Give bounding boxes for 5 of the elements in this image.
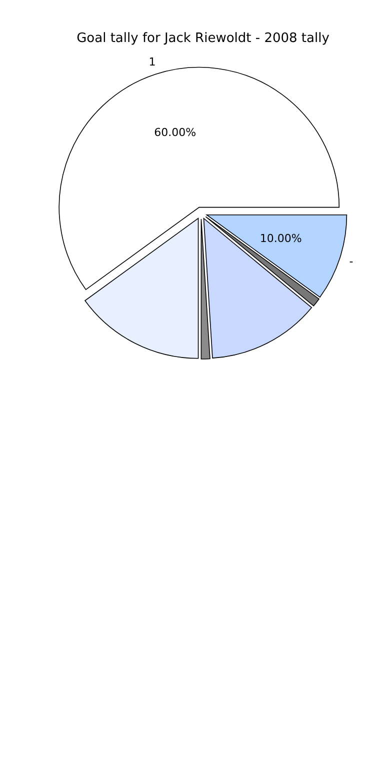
data-label: 60.00% <box>154 126 196 140</box>
chart-title: Goal tally for Jack Riewoldt - 2008 tally <box>76 31 330 46</box>
data-label: 10.00% <box>260 232 302 245</box>
slice-label: - <box>349 254 354 268</box>
slice-label: 1 <box>148 56 156 69</box>
